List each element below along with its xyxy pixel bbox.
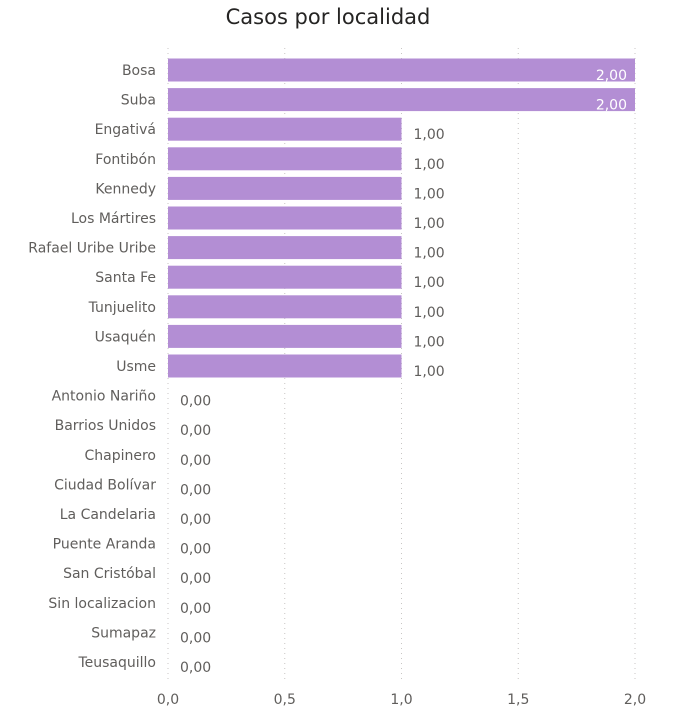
category-label: Bosa	[122, 63, 156, 79]
data-label: 0,00	[180, 512, 211, 528]
category-labels: Bosa Suba Engativá Fontibón Kennedy Los Márti…	[28, 63, 156, 671]
data-label: 0,00	[180, 630, 211, 646]
bar	[168, 147, 402, 171]
category-label: Teusaquillo	[77, 655, 156, 671]
data-label: 1,00	[414, 127, 445, 143]
chart-title: Casos por localidad	[226, 5, 431, 29]
x-axis-ticks: 0,0 0,5 1,0 1,5 2,0	[157, 692, 646, 708]
bar	[168, 354, 402, 378]
data-label: 0,00	[180, 601, 211, 617]
x-tick-label: 1,5	[507, 692, 529, 708]
bar	[168, 58, 635, 82]
data-label: 1,00	[414, 275, 445, 291]
bar	[168, 265, 402, 289]
bar	[168, 295, 402, 319]
bar	[168, 206, 402, 230]
category-label: Tunjuelito	[88, 300, 156, 316]
data-label: 1,00	[414, 186, 445, 202]
data-label: 2,00	[596, 98, 627, 114]
data-label: 1,00	[414, 216, 445, 232]
data-label: 1,00	[414, 364, 445, 380]
x-tick-label: 0,5	[274, 692, 296, 708]
category-label: San Cristóbal	[63, 566, 156, 582]
data-label: 0,00	[180, 660, 211, 676]
data-label: 0,00	[180, 542, 211, 558]
data-labels: 2,00 2,00 1,00 1,00 1,00 1,00 1,00 1,00 1,00 1,00…	[180, 68, 627, 676]
data-label: 0,00	[180, 453, 211, 469]
category-label: Suba	[121, 93, 156, 109]
bar	[168, 88, 635, 112]
data-label: 0,00	[180, 423, 211, 439]
category-label: Usaquén	[95, 329, 156, 345]
category-label: Sin localizacion	[48, 596, 156, 612]
data-label: 1,00	[414, 334, 445, 350]
bar	[168, 117, 402, 141]
x-tick-label: 2,0	[624, 692, 646, 708]
category-label: Chapinero	[84, 448, 156, 464]
category-label: Ciudad Bolívar	[54, 477, 156, 493]
data-label: 2,00	[596, 68, 627, 84]
bar	[168, 176, 402, 200]
category-label: Engativá	[95, 122, 156, 138]
data-label: 0,00	[180, 571, 211, 587]
category-label: Sumapaz	[91, 625, 156, 641]
data-label: 0,00	[180, 394, 211, 410]
x-tick-label: 0,0	[157, 692, 179, 708]
category-label: Usme	[116, 359, 156, 375]
category-label: Kennedy	[95, 181, 156, 197]
bars	[168, 58, 635, 378]
bar	[168, 236, 402, 260]
data-label: 1,00	[414, 305, 445, 321]
data-label: 1,00	[414, 246, 445, 262]
category-label: Santa Fe	[95, 270, 156, 286]
category-label: Rafael Uribe Uribe	[28, 241, 156, 257]
category-label: Los Mártires	[71, 211, 156, 227]
category-label: Puente Aranda	[53, 537, 156, 553]
category-label: La Candelaria	[60, 507, 156, 523]
category-label: Fontibón	[95, 152, 156, 168]
data-label: 0,00	[180, 482, 211, 498]
bar	[168, 324, 402, 348]
data-label: 1,00	[414, 157, 445, 173]
x-tick-label: 1,0	[390, 692, 412, 708]
category-label: Antonio Nariño	[52, 389, 156, 405]
category-label: Barrios Unidos	[55, 418, 156, 434]
